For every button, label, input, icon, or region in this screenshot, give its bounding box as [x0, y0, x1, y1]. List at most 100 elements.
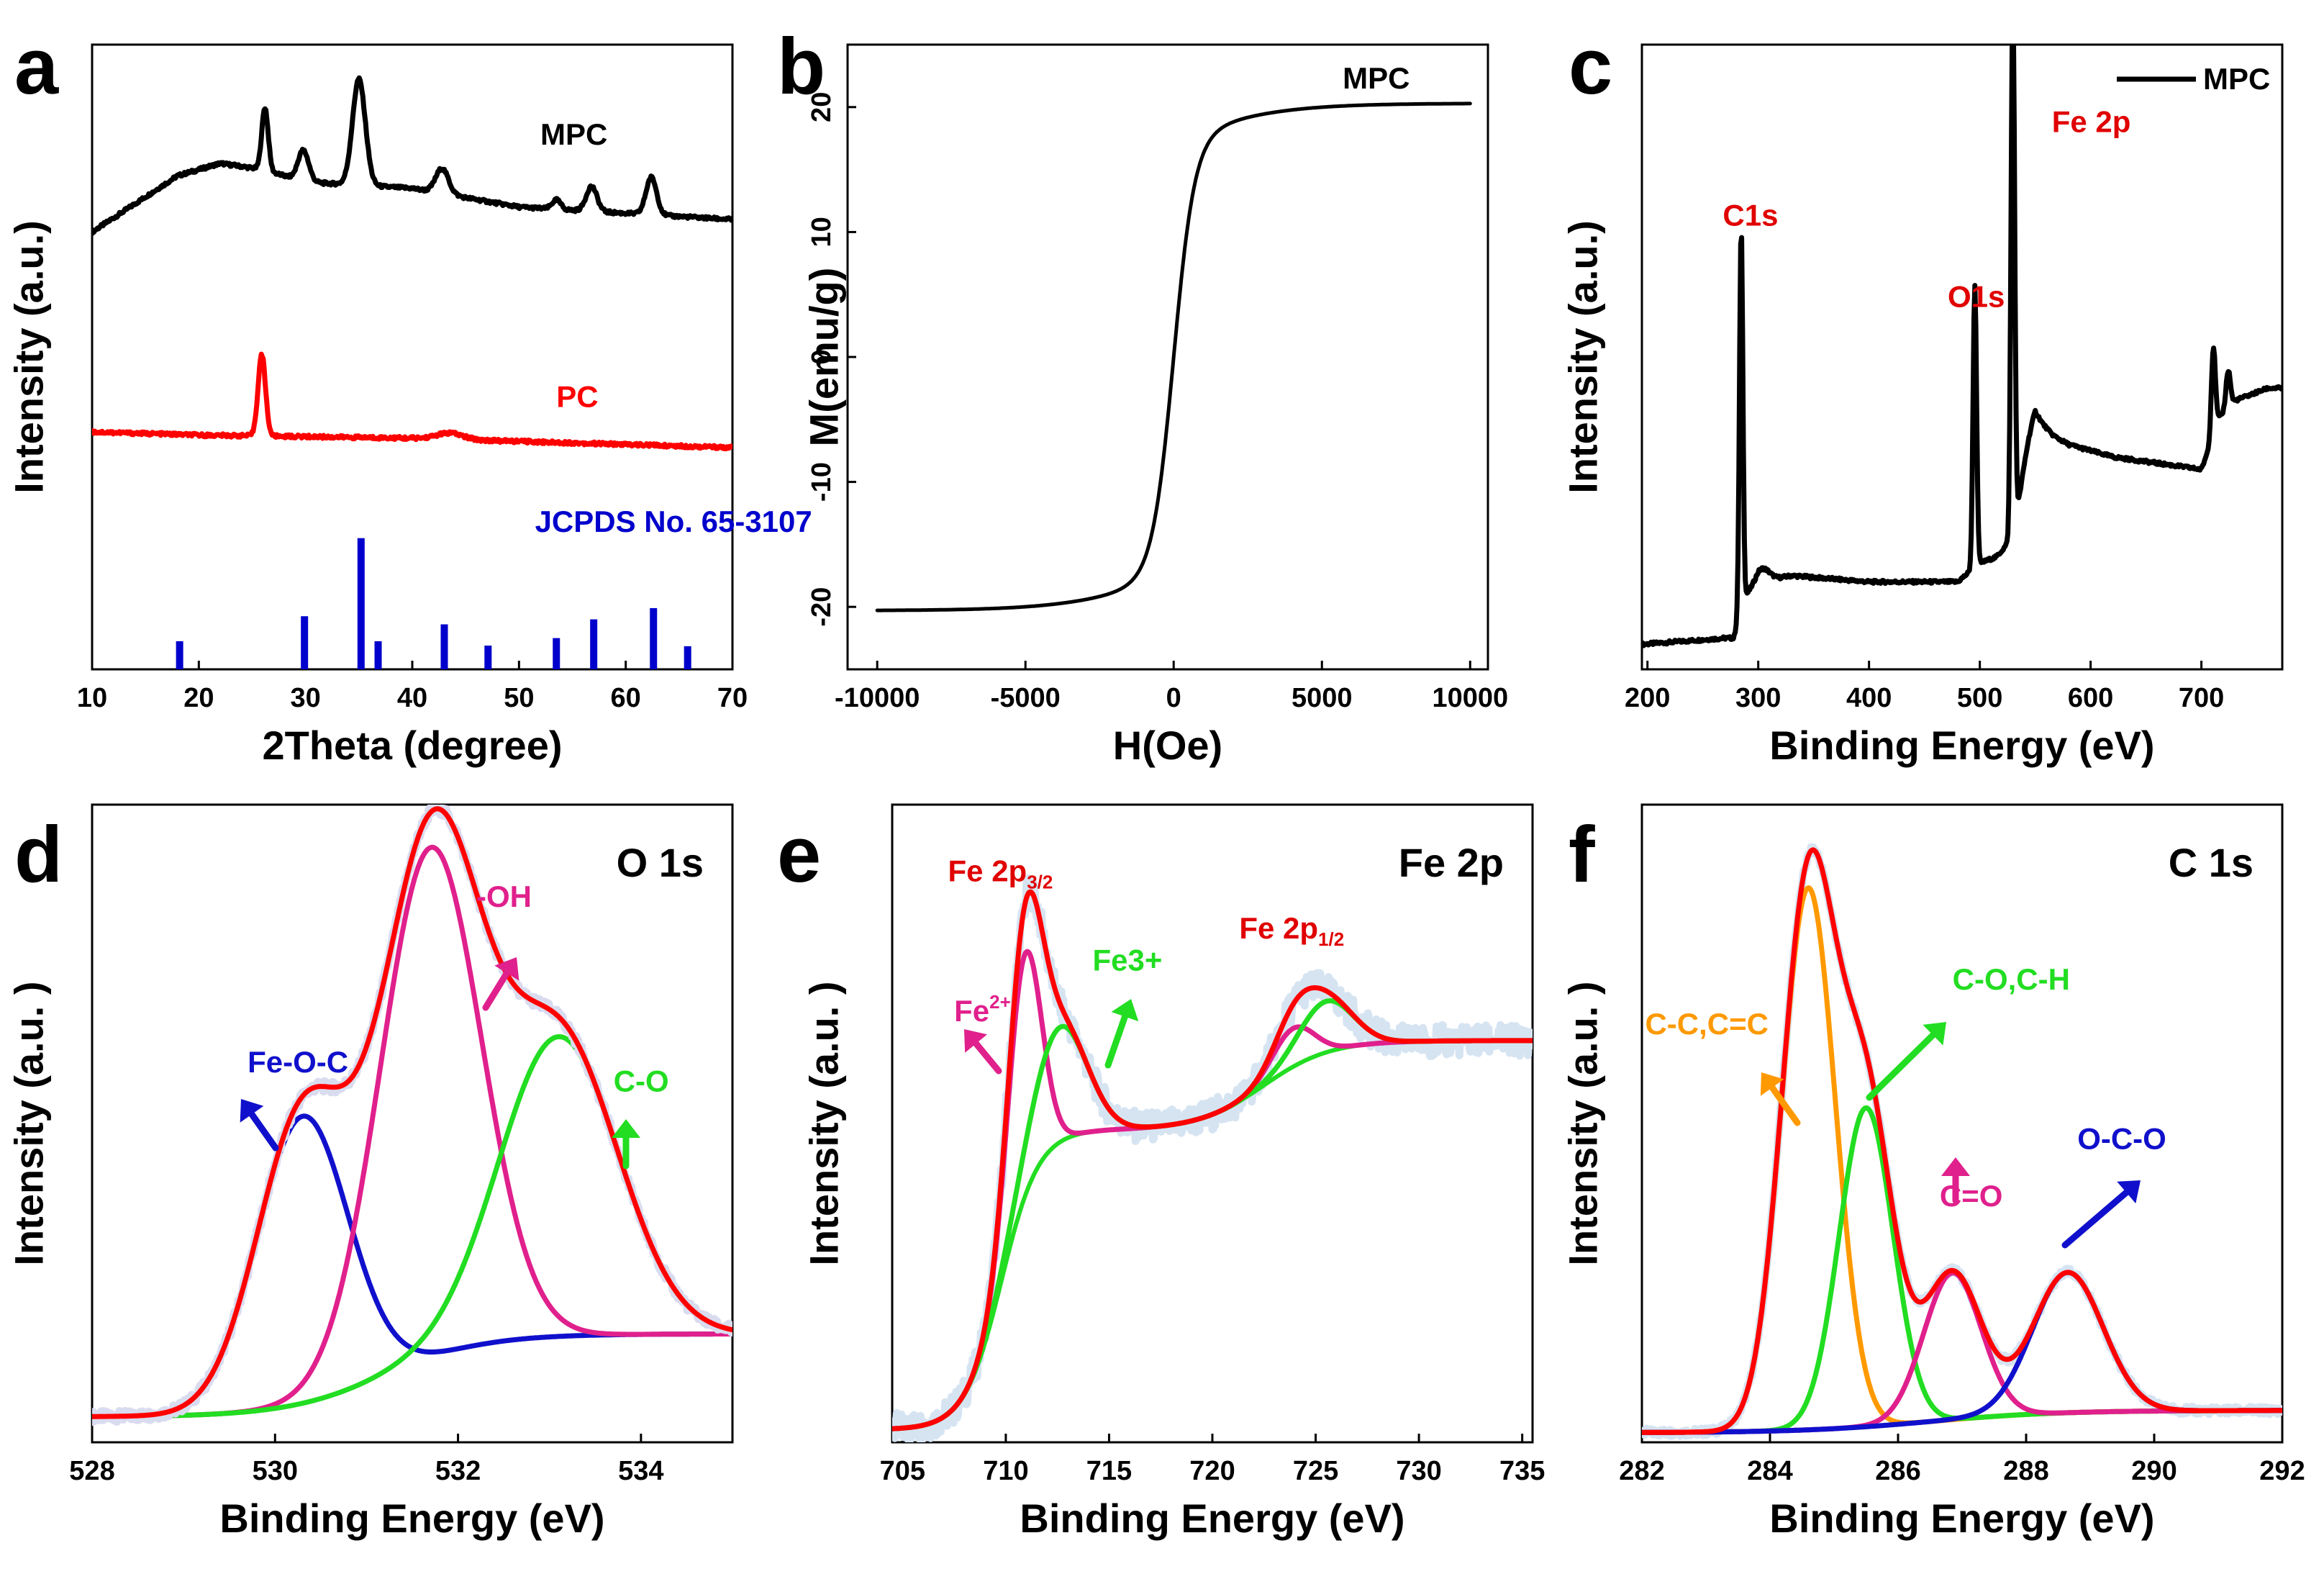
annotation-label: PC	[556, 379, 598, 413]
x-axis-label: Binding Energy (eV)	[1020, 1496, 1404, 1541]
y-tick-label: 20	[807, 92, 837, 122]
y-tick-label: 0	[807, 349, 837, 364]
panel-d: 528 530 532 534 Binding Energy (eV) Intensity…	[6, 803, 734, 1541]
plot-area	[875, 101, 1472, 612]
annotation-label: O-C-O	[2077, 1121, 2166, 1155]
reference-stick	[553, 638, 560, 669]
panel-title: Fe 2p	[1399, 840, 1504, 885]
y-axis-label: Intensity (a.u.)	[1561, 220, 1606, 494]
arrow-head-icon	[1760, 1072, 1784, 1096]
x-tick-label: 292	[2259, 1456, 2305, 1486]
x-tick-label: 50	[504, 683, 534, 713]
reference-stick	[440, 624, 448, 669]
x-tick-label: 530	[253, 1456, 298, 1486]
panel-f: 282 284 286 288 290 292 Binding Energy (eV) Int…	[1561, 803, 2305, 1541]
pointer-arrow	[1104, 1013, 1128, 1069]
x-tick-label: 0	[1166, 683, 1181, 713]
x-tick-label: 720	[1189, 1456, 1235, 1486]
series-pc-line	[92, 351, 732, 452]
panel-e: 705 710 715 720 725 730 735 Binding Energy (eV)…	[777, 803, 1545, 1541]
x-axis-label: 2Theta (degree)	[263, 723, 563, 768]
reference-stick	[650, 607, 658, 669]
x-tick-label: 10000	[1432, 683, 1508, 713]
component-fe-o-c-curve	[92, 1113, 732, 1419]
panel-label: b	[777, 22, 825, 111]
pointer-arrow	[1769, 1084, 1801, 1126]
plot-area	[1642, 45, 2282, 648]
panel-label: e	[777, 810, 821, 899]
x-axis-label: Binding Energy (eV)	[1769, 723, 2154, 768]
annotation-label: JCPDS No. 65-3107	[535, 505, 812, 538]
series-mpc-line	[92, 75, 732, 237]
x-tick-label: 284	[1747, 1456, 1792, 1486]
plot-area	[1642, 843, 2282, 1440]
x-tick-label: 60	[611, 683, 641, 713]
panel-a: 10 20 30 40 50 60 70 2Theta (degree) Intensity (…	[6, 22, 812, 768]
y-tick-label: -20	[807, 587, 837, 627]
x-tick-label: 500	[1957, 683, 2002, 713]
x-tick-label: 290	[2131, 1456, 2177, 1486]
reference-stick	[684, 646, 691, 669]
raw-data-line	[1642, 843, 2282, 1440]
annotation-label: MPC	[540, 117, 607, 151]
annotation-label: C-C,C=C	[1645, 1007, 1769, 1041]
x-tick-label: 735	[1499, 1456, 1545, 1486]
panel-title: C 1s	[2169, 840, 2253, 885]
panel-c: 200 300 400 500 600 700 Binding Energy (eV) Int…	[1561, 22, 2284, 768]
arrow-head-icon	[240, 1099, 264, 1123]
series-mpc-line	[1642, 45, 2282, 648]
arrow-head-icon	[494, 957, 519, 981]
envelope-curve	[1642, 847, 2282, 1435]
x-tick-label: 30	[291, 683, 321, 713]
reference-stick	[484, 646, 492, 669]
y-axis-label: Intensity (a.u.)	[6, 220, 52, 494]
x-tick-label: 532	[435, 1456, 481, 1486]
arrow-head-icon	[612, 1119, 640, 1138]
x-tick-label: 710	[983, 1456, 1028, 1486]
x-tick-label: 288	[2003, 1456, 2048, 1486]
x-axis-label: Binding Energy (eV)	[1769, 1496, 2154, 1541]
pointer-arrow	[482, 969, 510, 1011]
annotation-label: MPC	[1343, 61, 1410, 95]
x-tick-label: 5000	[1292, 683, 1353, 713]
annotation-label: C-O	[614, 1064, 669, 1098]
plot-frame	[846, 43, 1489, 671]
x-tick-label: 200	[1625, 683, 1670, 713]
annotation-label: Fe 2p1/2	[1239, 911, 1344, 950]
hysteresis-curve	[875, 101, 1472, 612]
plot-frame	[1640, 43, 2284, 671]
plot-frame	[1640, 803, 2284, 1444]
arrow-head-icon	[1941, 1157, 1970, 1176]
x-tick-label: 725	[1293, 1456, 1338, 1486]
x-tick-label: 705	[880, 1456, 925, 1486]
arrow-head-icon	[964, 1029, 987, 1053]
y-tick-label: -10	[807, 462, 837, 502]
reference-stick	[176, 641, 183, 669]
reference-stick	[301, 616, 309, 669]
y-axis-label: Intensity (a.u. )	[1561, 981, 1606, 1265]
annotation-label: C=O	[1940, 1179, 2003, 1213]
x-tick-label: 300	[1735, 683, 1781, 713]
panel-title: O 1s	[617, 840, 704, 885]
arrow-head-icon	[2117, 1180, 2141, 1204]
x-tick-label: 40	[397, 683, 427, 713]
plot-area	[892, 874, 1533, 1442]
x-axis-label: Binding Energy (eV)	[219, 1496, 604, 1541]
panel-label: a	[14, 22, 59, 111]
y-axis-label: Intensity (a.u. )	[6, 981, 52, 1265]
reference-stick	[374, 641, 382, 669]
annotation-label: Fe 2p	[2052, 105, 2131, 139]
panel-label: d	[14, 810, 63, 899]
x-tick-label: 730	[1396, 1456, 1441, 1486]
reference-stick	[357, 538, 365, 669]
annotation-label: Fe 2p3/2	[948, 854, 1053, 892]
legend-label: MPC	[2203, 62, 2270, 96]
x-tick-label: -5000	[991, 683, 1061, 713]
x-tick-label: 20	[183, 683, 214, 713]
arrow-head-icon	[1923, 1022, 1946, 1046]
arrow-head-icon	[1111, 999, 1139, 1022]
y-axis-label: Intensity (a.u. )	[802, 981, 847, 1265]
component-fe3--curve	[892, 998, 1533, 1431]
plot-frame	[91, 43, 734, 671]
